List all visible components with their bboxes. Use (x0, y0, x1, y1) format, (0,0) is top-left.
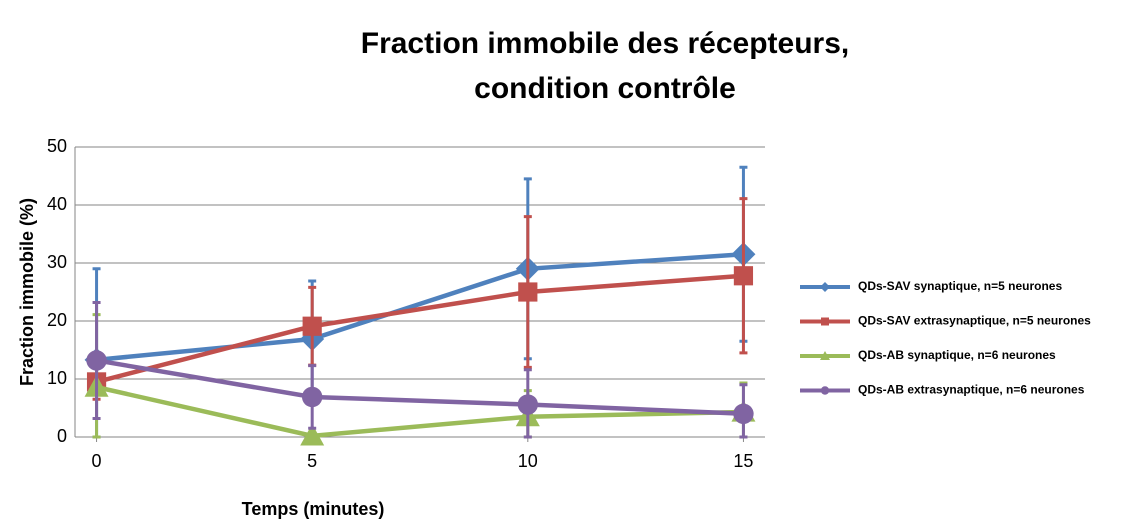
x-tick-label: 5 (307, 451, 317, 471)
legend-marker (821, 317, 829, 326)
data-point (86, 350, 107, 371)
x-tick-label: 0 (92, 451, 102, 471)
data-point (301, 386, 323, 408)
legend-marker (820, 386, 830, 395)
legend-marker (820, 351, 830, 360)
legend-marker (820, 282, 830, 292)
legend-label: QDs-SAV extrasynaptique, n=5 neurones (858, 314, 1091, 328)
y-tick-label: 10 (47, 368, 67, 388)
legend-label: QDs-SAV synaptique, n=5 neurones (858, 279, 1062, 293)
y-tick-label: 20 (47, 310, 67, 330)
legend-label: QDs-AB synaptique, n=6 neurones (858, 348, 1056, 362)
y-tick-label: 0 (57, 426, 67, 446)
chart-title: Fraction immobile des récepteurs, (361, 27, 849, 60)
y-tick-label: 30 (47, 252, 67, 272)
y-tick-label: 50 (47, 136, 67, 156)
x-axis-label: Temps (minutes) (242, 499, 385, 519)
data-point (302, 316, 322, 336)
x-tick-label: 10 (518, 451, 538, 471)
y-axis-label: Fraction immobile (%) (17, 198, 37, 386)
data-point (300, 423, 325, 446)
series-line (96, 358, 744, 417)
y-tick-label: 40 (47, 194, 67, 214)
data-point (517, 394, 539, 415)
legend-label: QDs-AB extrasynaptique, n=6 neurones (858, 383, 1085, 397)
x-tick-label: 15 (733, 451, 753, 471)
data-point (733, 266, 754, 286)
data-point (733, 403, 754, 424)
series-line (96, 252, 744, 363)
series-line (95, 273, 744, 385)
series-line (96, 384, 744, 439)
chart-title: condition contrôle (474, 72, 736, 105)
data-point (518, 282, 538, 302)
